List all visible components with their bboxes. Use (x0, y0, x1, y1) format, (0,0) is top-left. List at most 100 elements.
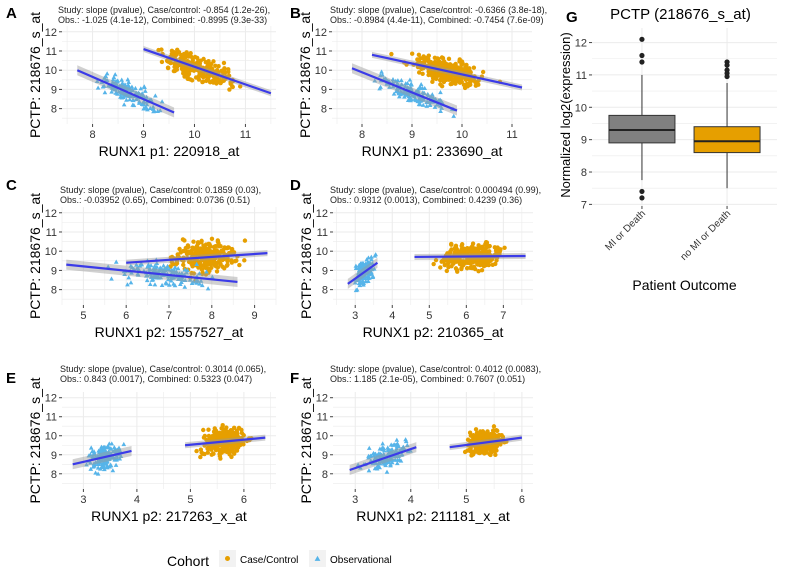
x-tick-label: 8 (90, 129, 96, 141)
case-point (192, 246, 198, 251)
x-tick-label: 5 (80, 310, 86, 322)
case-point (431, 261, 436, 267)
x-tick-label: 5 (187, 494, 193, 506)
case-point (181, 52, 186, 57)
legend-label-obs: Observational (330, 555, 392, 566)
y-tick-label: 12 (316, 393, 328, 405)
x-axis-label: RUNX1 p1: 220918_at (99, 143, 240, 159)
fit-line-case (126, 252, 268, 264)
case-point (471, 65, 477, 70)
case-point (226, 67, 231, 72)
obs-point (434, 102, 440, 107)
obs-point (399, 82, 404, 87)
case-point (225, 258, 230, 264)
case-point (453, 266, 459, 271)
x-tick-label: 6 (463, 310, 469, 322)
case-point (493, 452, 498, 458)
points (372, 51, 503, 118)
case-point (226, 245, 232, 250)
case-point (229, 258, 234, 263)
case-point (199, 267, 205, 272)
case-point (201, 427, 206, 433)
obs-point (375, 453, 381, 458)
x-tick-label: MI or Death (603, 208, 648, 253)
obs-point (152, 282, 158, 287)
outlier-point (724, 59, 730, 65)
panel-a: Study: slope (pvalue), Case/control: -0.… (6, 5, 276, 159)
obs-point (390, 84, 396, 89)
obs-point (352, 280, 358, 285)
obs-point (398, 458, 404, 463)
obs-point (414, 88, 420, 93)
obs-point (147, 266, 152, 271)
case-point (179, 56, 184, 62)
case-point (461, 261, 467, 267)
obs-point (147, 105, 153, 111)
obs-point (165, 263, 170, 268)
case-point (416, 52, 422, 58)
obs-point (370, 274, 376, 280)
y-tick-label: 8 (321, 104, 327, 116)
case-point (231, 451, 237, 456)
y-tick-label: 12 (45, 27, 57, 39)
obs-point (427, 98, 433, 103)
obs-point (124, 97, 129, 102)
case-point (224, 425, 229, 430)
y-tick-label: 12 (316, 208, 328, 220)
x-tick-label: 3 (80, 494, 86, 506)
x-tick-label: no MI or Death (679, 208, 734, 263)
y-tick-label: 11 (316, 46, 327, 58)
case-point (199, 238, 204, 244)
obs-point (103, 460, 108, 465)
obs-point (119, 77, 125, 82)
obs-point (157, 108, 163, 113)
obs-point (104, 71, 110, 76)
obs-point (109, 276, 114, 281)
case-point (214, 269, 220, 274)
case-point (207, 80, 213, 85)
obs-point (396, 91, 402, 96)
points (84, 422, 254, 476)
case-point (492, 432, 497, 437)
obs-point (381, 451, 387, 456)
legend: Cohort Case/Control Observational (167, 550, 392, 569)
case-point (203, 74, 208, 79)
obs-point (122, 84, 128, 89)
panel-d: Study: slope (pvalue), Case/control: 0.0… (290, 177, 541, 340)
x-tick-label: 4 (134, 494, 140, 506)
obs-point (426, 93, 431, 98)
obs-point (98, 460, 104, 465)
case-point (475, 251, 480, 256)
y-axis-label: PCTP: 218676_s_at (27, 377, 43, 503)
x-tick-label: 6 (241, 494, 247, 506)
case-point (216, 63, 221, 69)
case-point (192, 54, 198, 60)
case-point (195, 258, 200, 263)
case-point (482, 447, 487, 452)
panel-label: G (566, 9, 578, 26)
obs-point (418, 81, 424, 87)
obs-point (154, 260, 160, 265)
outlier-point (639, 59, 645, 65)
obs-point (395, 441, 400, 446)
obs-point (438, 108, 443, 113)
case-point (203, 60, 209, 65)
obs-point (94, 78, 100, 84)
grid (333, 392, 533, 489)
obs-point (109, 89, 114, 94)
obs-point (383, 462, 388, 468)
case-point (215, 238, 221, 243)
obs-point (172, 265, 178, 270)
case-point (486, 260, 491, 265)
obs-point (122, 271, 127, 277)
case-point (227, 452, 232, 457)
outlier-point (639, 188, 645, 195)
grid (62, 26, 276, 124)
case-point (500, 434, 506, 440)
outlier-point (724, 67, 730, 73)
obs-point (116, 89, 122, 94)
obs-point (110, 468, 116, 473)
case-point (221, 256, 226, 262)
obs-point (404, 442, 410, 448)
obs-point (451, 113, 457, 118)
